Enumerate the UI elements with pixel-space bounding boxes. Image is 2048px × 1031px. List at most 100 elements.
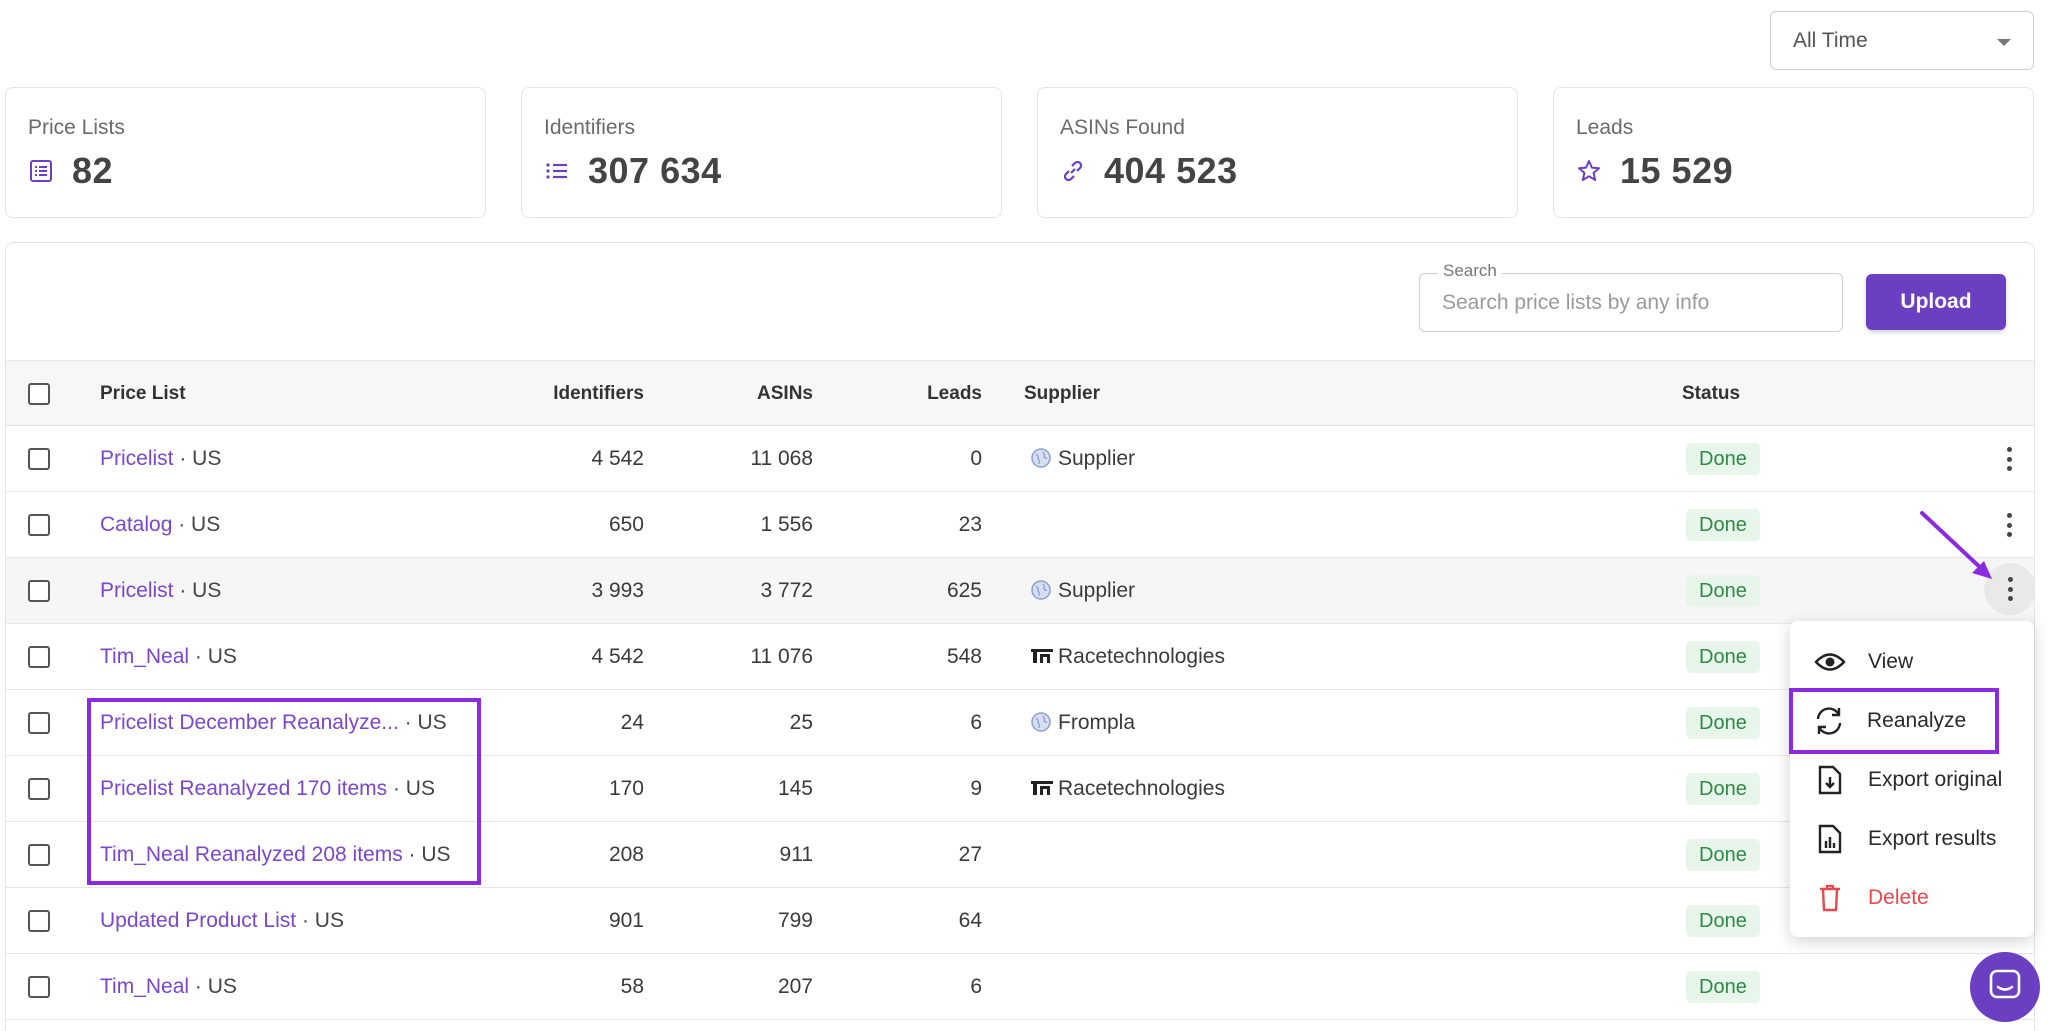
row-checkbox[interactable] xyxy=(28,580,50,602)
brand-logo-icon xyxy=(1030,777,1054,801)
col-price-list[interactable]: Price List xyxy=(100,383,186,404)
globe-icon xyxy=(1030,447,1054,471)
price-list-link[interactable]: Tim_Neal Reanalyzed 208 items xyxy=(100,843,403,866)
refresh-icon xyxy=(1813,705,1845,737)
asins-cell: 11 068 xyxy=(750,447,813,470)
row-checkbox[interactable] xyxy=(28,910,50,932)
supplier-cell: Racetechnologies xyxy=(1030,645,1225,669)
time-range-select[interactable]: All Time xyxy=(1770,11,2034,70)
price-list-link[interactable]: Tim_Neal xyxy=(100,645,190,668)
status-badge: Done xyxy=(1686,773,1760,805)
search-input[interactable] xyxy=(1442,274,1822,331)
price-list-link[interactable]: Pricelist Reanalyzed 170 items xyxy=(100,777,388,800)
asins-cell: 207 xyxy=(777,975,813,998)
marketplace-label: · US xyxy=(189,645,237,668)
identifiers-cell: 208 xyxy=(608,843,644,866)
table-row[interactable]: Pricelist December Reanalyze... · US 24 … xyxy=(6,690,2034,756)
price-list-link[interactable]: Pricelist xyxy=(100,579,174,602)
identifiers-cell: 650 xyxy=(608,513,644,536)
list-alt-icon xyxy=(28,155,60,187)
caret-down-icon xyxy=(1997,39,2011,46)
menu-item-view[interactable]: View xyxy=(1790,633,2034,691)
col-status[interactable]: Status xyxy=(1682,383,1741,404)
col-leads[interactable]: Leads xyxy=(927,383,982,404)
table-header: Price List Identifiers ASINs Leads Suppl… xyxy=(6,360,2034,426)
price-list-link[interactable]: Catalog xyxy=(100,513,173,536)
search-field[interactable]: Search xyxy=(1419,261,1843,332)
table-row[interactable]: Tim_Neal · US 58 207 6 Done xyxy=(6,954,2034,1020)
asins-cell: 1 556 xyxy=(760,513,813,536)
price-list-link[interactable]: Pricelist xyxy=(100,447,174,470)
asins-cell: 145 xyxy=(777,777,813,800)
supplier-cell: Supplier xyxy=(1030,447,1135,471)
status-badge: Done xyxy=(1686,707,1760,739)
marketplace-label: · US xyxy=(189,975,237,998)
leads-cell: 625 xyxy=(946,579,982,602)
price-list-link[interactable]: Tim_Neal xyxy=(100,975,190,998)
asins-cell: 3 772 xyxy=(760,579,813,602)
supplier-name: Frompla xyxy=(1058,711,1136,734)
stat-value: 307 634 xyxy=(588,150,722,191)
chat-support-button[interactable] xyxy=(1970,952,2040,1022)
menu-item-delete[interactable]: Delete xyxy=(1790,869,2034,927)
row-checkbox[interactable] xyxy=(28,448,50,470)
marketplace-label: · US xyxy=(172,513,221,536)
price-list-link[interactable]: Updated Product List xyxy=(100,909,297,932)
marketplace-label: · US xyxy=(296,909,344,932)
col-asins[interactable]: ASINs xyxy=(757,383,813,404)
stat-card-leads: Leads 15 529 xyxy=(1553,87,2034,218)
col-supplier[interactable]: Supplier xyxy=(1024,383,1101,404)
row-checkbox[interactable] xyxy=(28,976,50,998)
asins-cell: 25 xyxy=(789,711,813,734)
row-checkbox[interactable] xyxy=(28,712,50,734)
asins-cell: 911 xyxy=(779,843,813,866)
row-checkbox[interactable] xyxy=(28,514,50,536)
menu-item-export-original[interactable]: Export original xyxy=(1790,751,2034,809)
table-row[interactable]: Pricelist · US 4 542 11 068 0 Supplier D… xyxy=(6,426,2034,492)
marketplace-label: · US xyxy=(173,447,222,470)
upload-button[interactable]: Upload xyxy=(1866,274,2006,330)
stat-card-asins-found: ASINs Found 404 523 xyxy=(1037,87,1518,218)
brand-logo-icon xyxy=(1030,645,1054,669)
price-list-link[interactable]: Pricelist December Reanalyze... xyxy=(100,711,399,734)
file-download-icon xyxy=(1814,764,1846,796)
col-identifiers[interactable]: Identifiers xyxy=(553,383,644,404)
table-row[interactable]: Pricelist Reanalyzed 170 items · US 170 … xyxy=(6,756,2034,822)
status-badge: Done xyxy=(1686,509,1760,541)
select-all-checkbox[interactable] xyxy=(28,383,50,405)
globe-icon xyxy=(1030,579,1054,603)
stat-value: 15 529 xyxy=(1620,150,1734,191)
price-lists-panel: Search Upload Price List Identifiers ASI… xyxy=(5,242,2035,1031)
table-row[interactable]: Tim_Neal Reanalyzed 208 items · US 208 9… xyxy=(6,822,2034,888)
more-options-icon[interactable] xyxy=(1984,563,2034,615)
menu-item-label: Delete xyxy=(1868,886,1929,909)
row-checkbox[interactable] xyxy=(28,778,50,800)
identifiers-cell: 4 542 xyxy=(591,645,644,668)
marketplace-label: · US xyxy=(402,843,451,866)
identifiers-cell: 24 xyxy=(620,711,644,734)
stat-card-identifiers: Identifiers 307 634 xyxy=(521,87,1002,218)
supplier-cell: Racetechnologies xyxy=(1030,777,1225,801)
more-options-icon[interactable] xyxy=(1999,509,2019,541)
stat-value: 82 xyxy=(72,150,114,191)
menu-item-label: Export results xyxy=(1868,827,1997,850)
menu-item-reanalyze[interactable]: Reanalyze xyxy=(1789,688,1999,754)
table-row[interactable]: Catalog · US 650 1 556 23 Done xyxy=(6,492,2034,558)
chat-icon xyxy=(1988,968,2022,1007)
row-checkbox[interactable] xyxy=(28,844,50,866)
list-icon xyxy=(544,155,576,187)
supplier-cell: Supplier xyxy=(1030,579,1135,603)
annotation-arrow xyxy=(1920,511,1992,579)
table-row[interactable]: Updated Product List · US 901 799 64 Don… xyxy=(6,888,2034,954)
row-checkbox[interactable] xyxy=(28,646,50,668)
menu-item-export-results[interactable]: Export results xyxy=(1790,810,2034,868)
stat-label: Leads xyxy=(1576,116,1634,139)
supplier-name: Racetechnologies xyxy=(1058,645,1225,668)
annotation-highlight-box xyxy=(87,698,481,885)
table-row[interactable]: Pricelist · US 3 993 3 772 625 Supplier … xyxy=(6,558,2034,624)
identifiers-cell: 901 xyxy=(608,909,644,932)
trash-icon xyxy=(1814,882,1846,914)
table-row[interactable]: Tim_Neal · US 4 542 11 076 548 Racetechn… xyxy=(6,624,2034,690)
more-options-icon[interactable] xyxy=(1999,443,2019,475)
stat-label: Price Lists xyxy=(28,116,125,139)
